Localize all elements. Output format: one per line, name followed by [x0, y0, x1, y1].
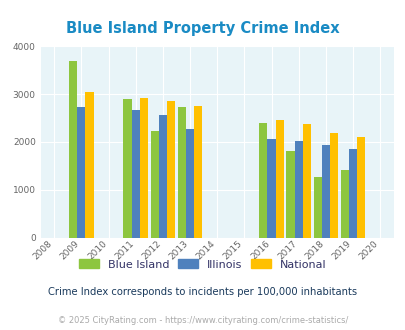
- Bar: [185, 128, 194, 238]
- Bar: [131, 110, 139, 238]
- Bar: [85, 92, 93, 238]
- Bar: [302, 124, 310, 238]
- Bar: [356, 137, 364, 238]
- Text: © 2025 CityRating.com - https://www.cityrating.com/crime-statistics/: © 2025 CityRating.com - https://www.city…: [58, 315, 347, 325]
- Text: Crime Index corresponds to incidents per 100,000 inhabitants: Crime Index corresponds to incidents per…: [48, 287, 357, 297]
- Bar: [150, 131, 158, 238]
- Bar: [69, 60, 77, 238]
- Bar: [275, 120, 283, 238]
- Bar: [158, 115, 166, 238]
- Bar: [329, 133, 337, 238]
- Bar: [259, 123, 267, 238]
- Bar: [177, 108, 185, 238]
- Bar: [294, 141, 302, 238]
- Bar: [340, 170, 348, 238]
- Text: Blue Island Property Crime Index: Blue Island Property Crime Index: [66, 21, 339, 36]
- Bar: [194, 107, 202, 238]
- Bar: [321, 145, 329, 238]
- Legend: Blue Island, Illinois, National: Blue Island, Illinois, National: [75, 255, 330, 274]
- Bar: [267, 139, 275, 238]
- Bar: [286, 151, 294, 238]
- Bar: [348, 148, 356, 238]
- Bar: [123, 99, 131, 238]
- Bar: [77, 108, 85, 238]
- Bar: [166, 101, 175, 238]
- Bar: [139, 98, 147, 238]
- Bar: [313, 177, 321, 238]
